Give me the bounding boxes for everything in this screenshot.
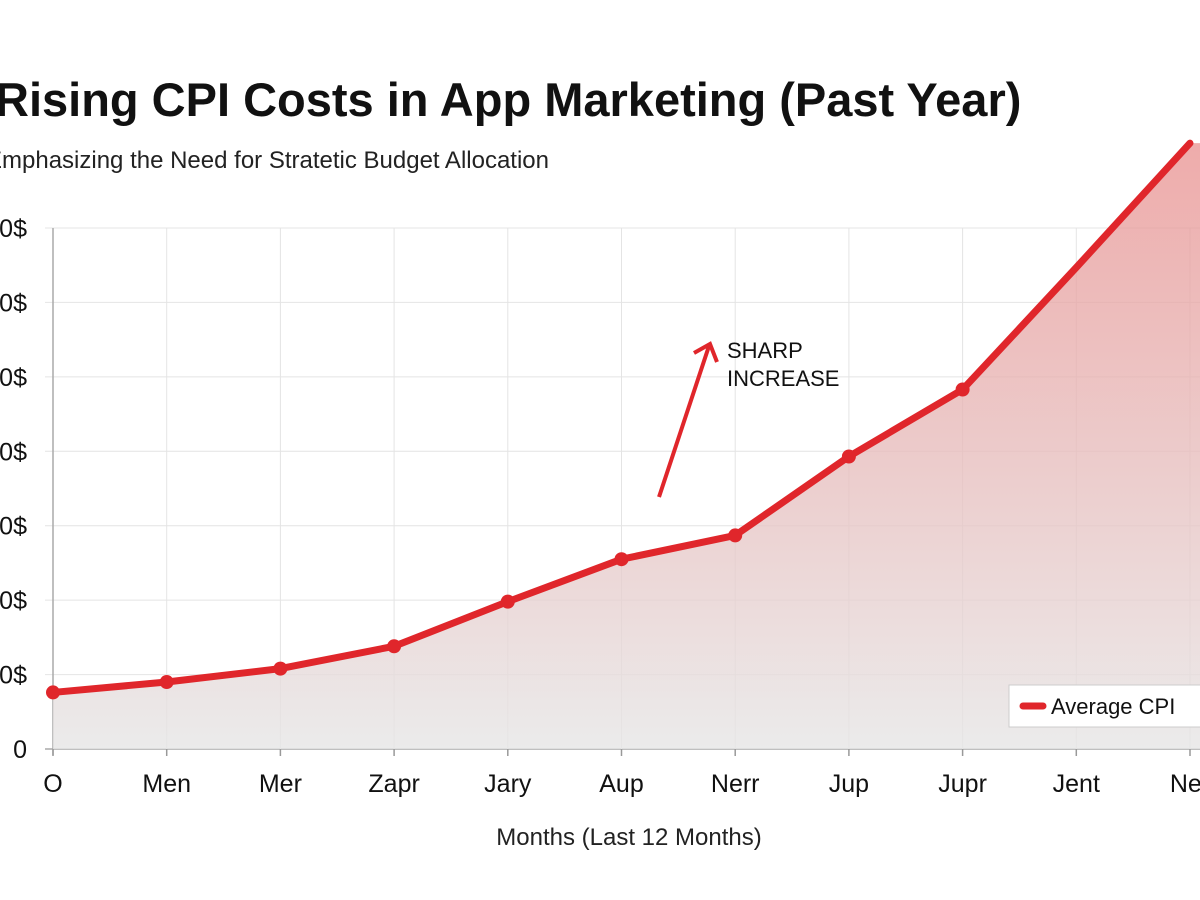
y-tick-label: 60$ bbox=[0, 289, 27, 317]
x-tick-label: Jup bbox=[829, 770, 869, 798]
x-tick-label: Ner bbox=[1170, 770, 1200, 798]
x-tick-label: Jupr bbox=[938, 770, 987, 798]
x-tick-label: Zapr bbox=[368, 770, 419, 798]
x-tick-label: O bbox=[43, 770, 62, 798]
annotation-text-line2: INCREASE bbox=[727, 366, 839, 391]
y-tick-label: 70$ bbox=[0, 215, 27, 243]
data-point bbox=[387, 639, 402, 654]
y-tick-label: 20$ bbox=[0, 587, 27, 615]
data-point bbox=[614, 552, 629, 567]
annotation-arrow bbox=[657, 345, 711, 498]
x-tick-label: Mer bbox=[259, 770, 302, 798]
y-tick-label: 40$ bbox=[0, 438, 27, 466]
chart-subtitle: Emphasizing the Need for Stratetic Budge… bbox=[0, 147, 549, 174]
y-tick-label: 10$ bbox=[0, 662, 27, 690]
data-point bbox=[728, 528, 743, 543]
y-tick-label: 0 bbox=[13, 736, 27, 764]
x-tick-label: Jary bbox=[484, 770, 532, 798]
data-point bbox=[273, 661, 288, 676]
data-point bbox=[500, 594, 515, 609]
x-axis-label: Months (Last 12 Months) bbox=[496, 824, 761, 851]
data-point bbox=[955, 382, 970, 397]
data-points bbox=[46, 382, 970, 700]
data-point bbox=[841, 449, 856, 464]
x-tick-label: Nerr bbox=[711, 770, 760, 798]
annotation-sharp-increase: SHARP INCREASE bbox=[657, 338, 839, 498]
legend: Average CPI bbox=[1008, 684, 1200, 728]
annotation-text-line1: SHARP bbox=[727, 338, 803, 363]
legend-label: Average CPI bbox=[1051, 694, 1175, 719]
y-tick-label: 50$ bbox=[0, 364, 27, 392]
annotation-arrowhead-icon bbox=[693, 341, 719, 363]
y-tick-label: 30$ bbox=[0, 513, 27, 541]
data-point bbox=[46, 685, 60, 700]
x-axis: O Men Mer Zapr Jary Aup Nerr Jup Jupr Jent Ner bbox=[43, 770, 1200, 798]
x-tick-label: Men bbox=[142, 770, 191, 798]
y-axis: 0 10$ 20$ 30$ 40$ 50$ 60$ 70$ bbox=[0, 215, 27, 764]
series-area bbox=[53, 143, 1200, 749]
chart-title: Rising CPI Costs in App Marketing (Past … bbox=[0, 73, 1021, 126]
x-tick-label: Aup bbox=[599, 770, 643, 798]
x-tick-label: Jent bbox=[1053, 770, 1100, 798]
data-point bbox=[159, 675, 174, 690]
